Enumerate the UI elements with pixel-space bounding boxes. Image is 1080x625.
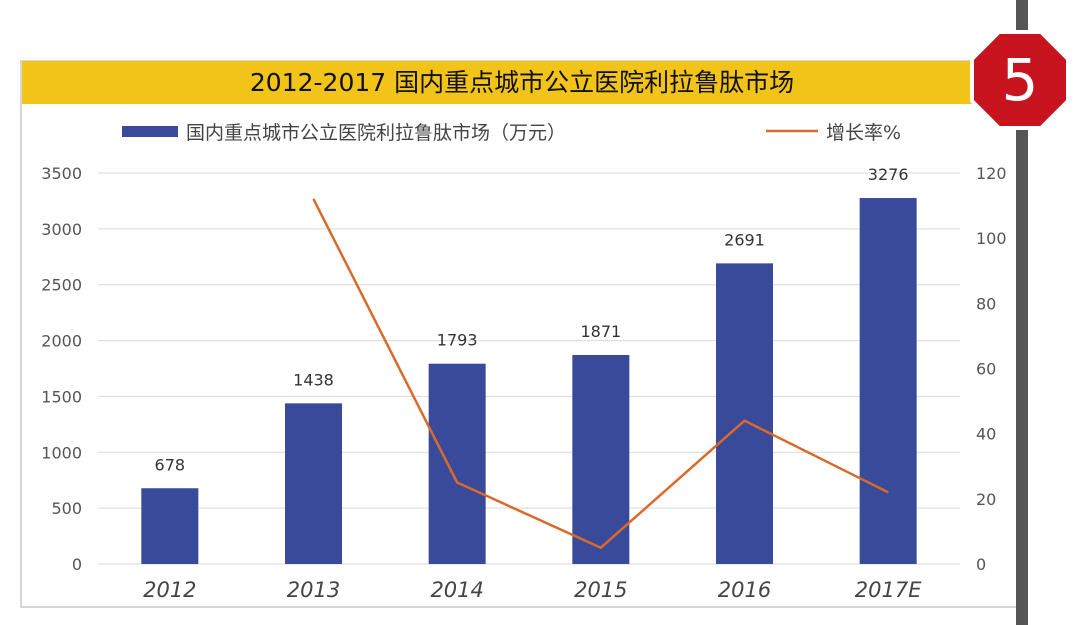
bar bbox=[285, 403, 342, 564]
left-axis-tick-label: 3000 bbox=[41, 220, 82, 239]
number-badge-icon bbox=[970, 30, 1070, 130]
bar-data-label: 1871 bbox=[580, 322, 621, 341]
right-axis-tick-label: 120 bbox=[976, 164, 1007, 183]
legend-line-label: 增长率% bbox=[826, 122, 901, 144]
bar-data-label: 1438 bbox=[293, 370, 334, 389]
left-axis-tick-label: 500 bbox=[51, 499, 82, 518]
bar bbox=[428, 363, 486, 564]
left-axis-tick-label: 2000 bbox=[41, 332, 82, 351]
x-axis-category-label: 2015 bbox=[574, 578, 627, 602]
bar bbox=[859, 198, 917, 565]
bar bbox=[141, 488, 199, 564]
right-axis-tick-label: 0 bbox=[976, 555, 986, 574]
x-axis-category-label: 2013 bbox=[287, 578, 340, 602]
bar-data-label: 2691 bbox=[724, 230, 765, 249]
left-axis-tick-label: 0 bbox=[72, 555, 82, 574]
bar bbox=[572, 354, 630, 564]
line-point bbox=[313, 198, 314, 200]
x-axis-category-label: 2014 bbox=[430, 578, 483, 602]
legend-bar-label: 国内重点城市公立医院利拉鲁肽市场（万元） bbox=[186, 122, 566, 144]
line-point bbox=[600, 547, 602, 549]
left-axis-tick-label: 1500 bbox=[41, 387, 82, 406]
bar-data-label: 678 bbox=[155, 455, 186, 474]
right-axis-tick-label: 100 bbox=[976, 229, 1007, 248]
bar bbox=[716, 263, 773, 564]
x-axis-category-label: 2016 bbox=[718, 578, 771, 602]
left-axis-tick-label: 3500 bbox=[41, 164, 82, 183]
line-point bbox=[456, 482, 458, 484]
x-axis-category-label: 2012 bbox=[143, 578, 196, 602]
bar-data-label: 3276 bbox=[868, 165, 909, 184]
right-axis-tick-label: 40 bbox=[976, 425, 996, 444]
x-axis-category-label: 2017E bbox=[855, 578, 922, 602]
left-axis-tick-label: 1000 bbox=[41, 443, 82, 462]
bar-data-label: 1793 bbox=[437, 331, 478, 350]
badge-number: 5 bbox=[1001, 46, 1039, 114]
title-band bbox=[22, 61, 1022, 104]
right-axis-tick-label: 20 bbox=[976, 490, 996, 509]
chart-title: 2012-2017 国内重点城市公立医院利拉鲁肽市场 bbox=[249, 68, 795, 97]
line-point bbox=[887, 491, 889, 493]
legend-bar-swatch bbox=[122, 126, 178, 137]
left-axis-tick-label: 2500 bbox=[41, 276, 82, 295]
right-axis-tick-label: 80 bbox=[976, 294, 996, 313]
line-point bbox=[744, 420, 745, 422]
right-edge-stripe bbox=[1016, 0, 1028, 625]
right-axis-tick-label: 60 bbox=[976, 360, 996, 379]
